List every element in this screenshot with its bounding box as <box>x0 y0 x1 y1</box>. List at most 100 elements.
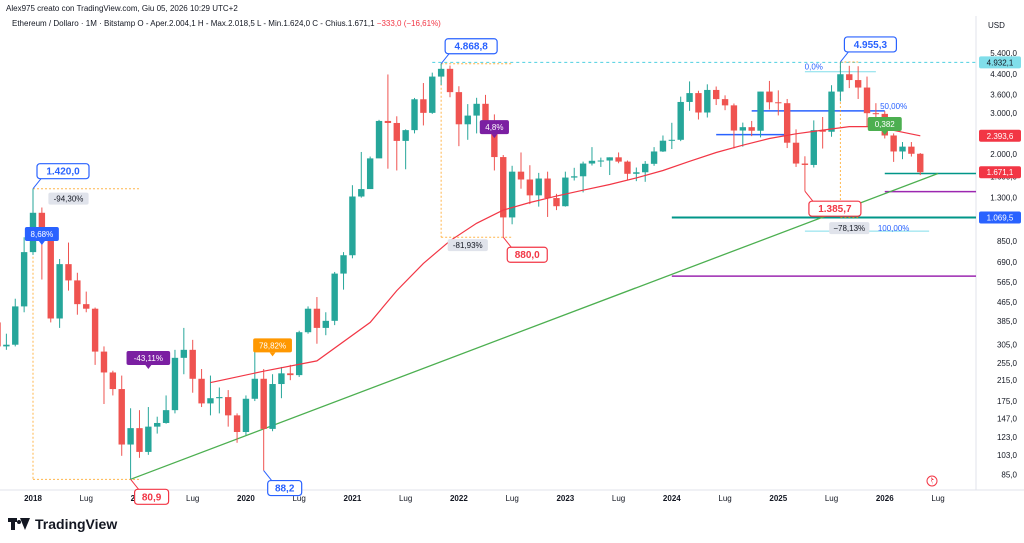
currency-label: USD <box>988 21 1005 30</box>
candle-body <box>349 196 356 256</box>
bearish-candle <box>83 291 90 313</box>
change-value: −333,0 (−16,61%) <box>376 19 441 28</box>
candle-body <box>189 349 196 379</box>
badge-pointer <box>38 240 45 245</box>
bullish-candle <box>242 395 250 436</box>
candle-body <box>313 308 321 328</box>
badge-label: -43,11% <box>134 354 163 363</box>
bullish-candle <box>597 157 605 167</box>
x-tick-label: Lug <box>399 494 412 503</box>
candle-body <box>810 130 817 165</box>
candle-body <box>242 398 250 432</box>
annotation-bg <box>447 239 488 252</box>
price-callout <box>444 38 498 55</box>
replay-icon <box>926 475 938 487</box>
y-tick-label: 850,0 <box>997 237 1018 246</box>
candle-body <box>704 89 711 113</box>
price-axis-label-text: 2.393,6 <box>987 132 1014 141</box>
y-tick-label: 215,0 <box>997 376 1018 385</box>
candle-body <box>225 397 232 416</box>
candle-body <box>562 177 569 207</box>
bullish-candle <box>402 129 409 170</box>
candle-body <box>686 93 693 102</box>
annotation-label: 50,00% <box>880 102 907 111</box>
percent-badge <box>867 117 902 132</box>
callout-label: 80,9 <box>142 492 162 503</box>
bullish-candle <box>757 91 764 138</box>
bearish-candle <box>287 364 294 381</box>
bearish-candle <box>730 103 738 149</box>
bullish-candle <box>411 97 418 134</box>
candle-body <box>375 120 383 159</box>
tradingview-logo-icon <box>8 518 30 530</box>
x-tick-label: 2021 <box>344 494 362 503</box>
candle-body <box>917 153 924 173</box>
annotation-bg <box>48 192 89 205</box>
badge-pointer <box>491 134 498 139</box>
candle-body <box>109 372 117 390</box>
bullish-candle <box>677 96 684 142</box>
candle-body <box>83 304 90 309</box>
badge-label: 0,382 <box>875 120 896 129</box>
y-tick-label: 4.400,0 <box>990 70 1017 79</box>
candle-body <box>251 378 259 399</box>
bullish-candle <box>145 407 152 455</box>
candle-body <box>783 103 791 143</box>
bearish-candle <box>225 390 232 427</box>
candle-body <box>100 351 108 373</box>
bullish-candle <box>535 172 542 207</box>
candle-body <box>411 99 418 131</box>
price-callout <box>36 163 90 180</box>
price-callout <box>133 488 170 505</box>
bullish-candle <box>704 84 711 118</box>
y-tick-label: 175,0 <box>997 397 1018 406</box>
price-axis-label-text: 1.671,1 <box>987 168 1014 177</box>
candle-body <box>304 308 312 333</box>
bearish-candle <box>721 95 729 111</box>
bullish-candle <box>366 156 374 190</box>
candle-body <box>393 122 400 141</box>
candle-body <box>473 103 480 116</box>
bullish-candle <box>278 366 285 399</box>
candle-body <box>500 157 507 218</box>
x-tick-label: Lug <box>186 494 199 503</box>
candle-body <box>677 101 684 140</box>
bearish-candle <box>74 272 81 315</box>
candle-body <box>65 264 72 281</box>
bearish-candle <box>517 152 525 189</box>
bearish-candle <box>198 369 205 408</box>
x-tick-label: 2024 <box>663 494 681 503</box>
bullish-candle <box>295 330 303 377</box>
callout-pointer <box>263 470 273 481</box>
bearish-candle <box>393 116 400 171</box>
x-tick-label: 2023 <box>556 494 574 503</box>
candle-body <box>624 161 631 174</box>
y-tick-label: 123,0 <box>997 433 1018 442</box>
candle-body <box>216 397 223 399</box>
candle-body <box>269 384 276 429</box>
price-axis-label-text: 4.932,1 <box>987 58 1014 67</box>
x-tick-label: Lug <box>505 494 518 503</box>
candle-body <box>38 212 46 240</box>
candle-body <box>74 280 81 305</box>
candle-body <box>517 171 525 180</box>
bullish-candle <box>12 298 19 347</box>
candle-body <box>278 373 285 385</box>
bearish-candle <box>47 238 54 323</box>
callout-pointer <box>32 178 42 190</box>
symbol-name[interactable]: Ethereum / Dollaro · 1M · Bitstamp <box>12 19 136 28</box>
bearish-candle <box>890 133 897 162</box>
candle-body <box>20 252 28 307</box>
bearish-candle <box>766 80 773 110</box>
x-tick-label: Lug <box>825 494 838 503</box>
candle-body <box>340 255 347 274</box>
bearish-candle <box>100 346 108 405</box>
bullish-candle <box>162 395 170 424</box>
tradingview-brand[interactable]: TradingView <box>8 516 117 532</box>
bearish-candle <box>455 86 463 147</box>
candle-body <box>766 91 773 103</box>
bearish-candle <box>118 375 125 456</box>
candle-body <box>446 68 454 93</box>
bearish-candle <box>748 120 755 137</box>
